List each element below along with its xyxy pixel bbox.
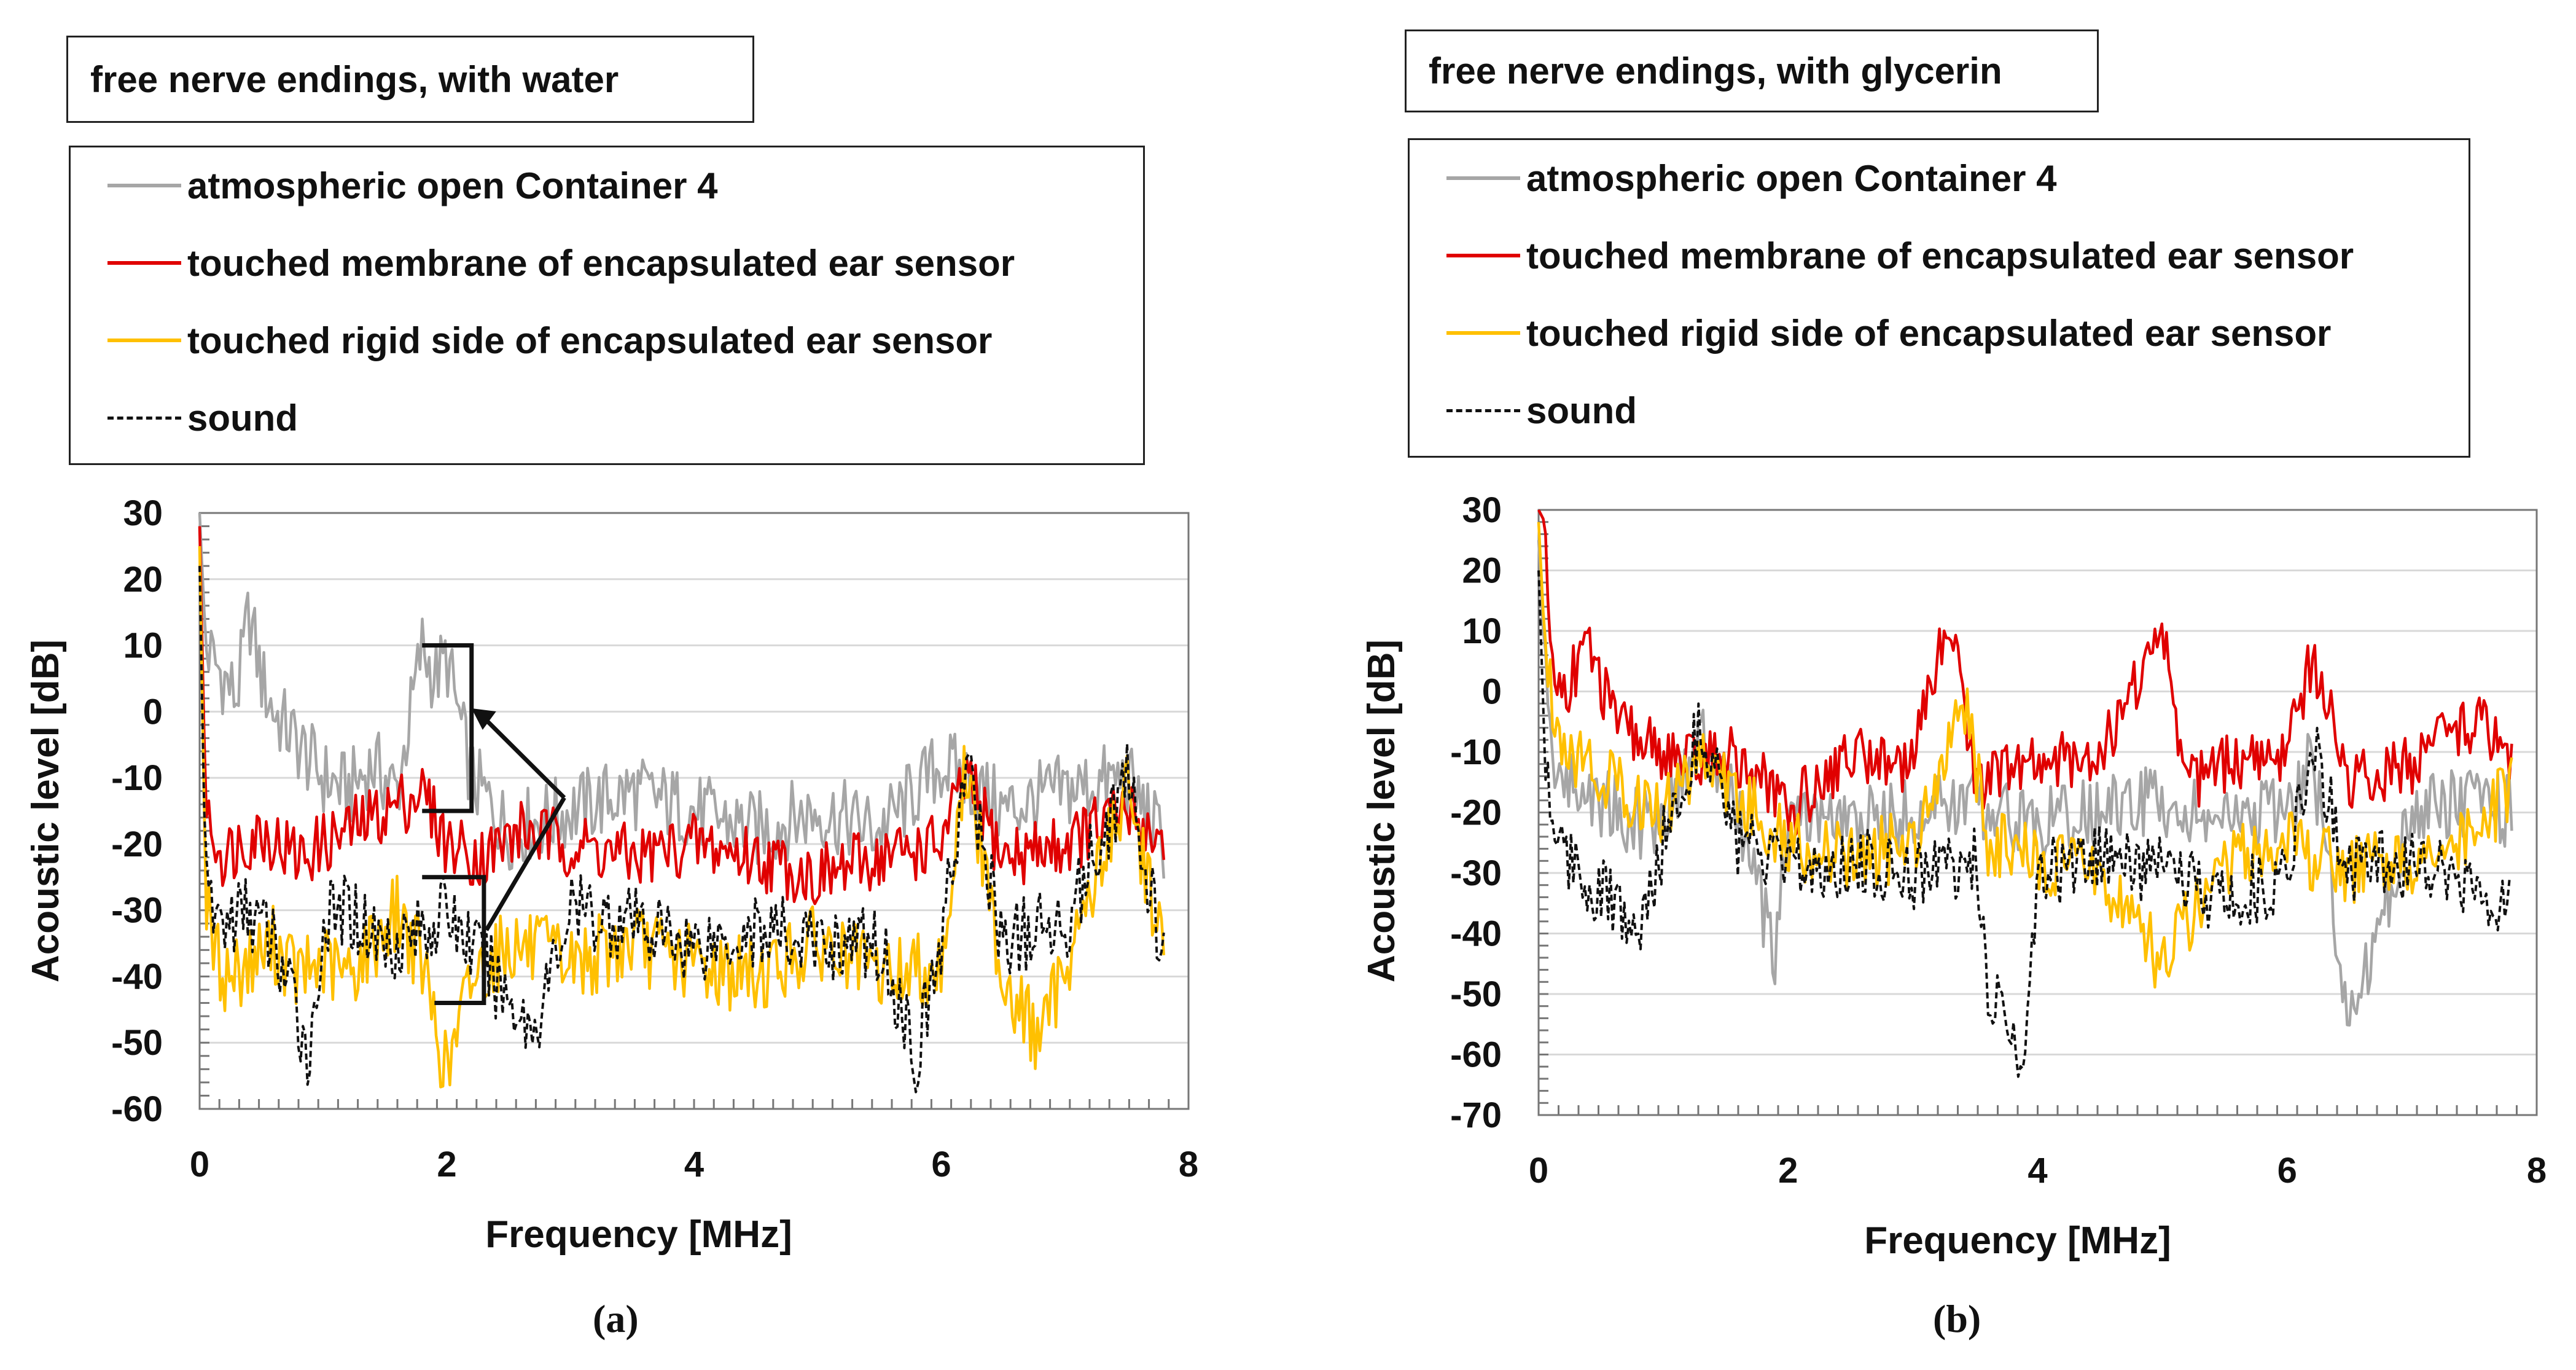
y-tick-label-b-10: 30 — [1462, 490, 1502, 530]
y-tick-label-a-0: -60 — [111, 1089, 163, 1129]
y-tick-label-b-8: 10 — [1462, 611, 1502, 651]
series-line-a-3 — [198, 566, 1165, 1094]
bracket-upper-a — [422, 643, 474, 813]
series-line-a-0 — [198, 512, 1166, 879]
legend-item-b-0: atmospheric open Container 4 — [1446, 154, 2057, 203]
legend-label-b-0: atmospheric open Container 4 — [1526, 157, 2057, 199]
x-tick-label-a-4: 8 — [1179, 1145, 1198, 1184]
y-tick-label-a-5: -10 — [111, 758, 163, 798]
y-axis-title-b: Acoustic level [dB] — [1360, 640, 1403, 982]
y-tick-label-b-4: -30 — [1450, 853, 1502, 893]
chart-a: 0 2 4 6 8 -60 -50 -40 -30 -20 -10 0 10 20 30 Frequency … — [25, 493, 1198, 1256]
panel-b: free nerve endings, with glycerin atmosp… — [1288, 0, 2576, 1370]
y-tick-label-b-1: -60 — [1450, 1035, 1502, 1075]
legend-b: atmospheric open Container 4 touched mem… — [1408, 138, 2470, 458]
caption-a: (a) — [593, 1296, 639, 1342]
x-axis-title-a: Frequency [MHz] — [485, 1213, 792, 1256]
y-tick-label-b-2: -50 — [1450, 974, 1502, 1014]
chart-b: 0 2 4 6 8 -70 -60 -50 -40 -30 -20 -10 0 10 20 30 Frequen… — [1360, 490, 2547, 1262]
y-tick-label-b-7: 0 — [1482, 672, 1502, 712]
series-line-b-0 — [1537, 540, 2513, 1027]
legend-a: atmospheric open Container 4 touched mem… — [69, 146, 1145, 465]
legend-swatch-a-2 — [107, 339, 181, 342]
panel-a: free nerve endings, with water atmospher… — [66, 36, 1145, 1342]
legend-item-a-0: atmospheric open Container 4 — [107, 161, 718, 210]
legend-swatch-b-2 — [1446, 331, 1520, 335]
legend-item-a-1: touched membrane of encapsulated ear sen… — [107, 238, 1015, 288]
x-tick-label-a-2: 4 — [684, 1145, 704, 1184]
x-tick-label-b-3: 6 — [2277, 1151, 2297, 1191]
series-line-b-1 — [1537, 509, 2513, 836]
legend-item-b-2: touched rigid side of encapsulated ear s… — [1446, 308, 2331, 358]
x-tick-label-b-2: 4 — [2028, 1151, 2047, 1191]
x-tick-label-a-3: 6 — [931, 1145, 951, 1184]
y-axis-title-a: Acoustic level [dB] — [25, 640, 67, 982]
x-tick-label-a-0: 0 — [190, 1145, 209, 1184]
x-tick-label-a-1: 2 — [437, 1145, 456, 1184]
x-tick-label-b-4: 8 — [2527, 1151, 2547, 1191]
legend-item-b-1: touched membrane of encapsulated ear sen… — [1446, 231, 2354, 280]
legend-label-b-3: sound — [1526, 389, 1637, 431]
title-box-a: free nerve endings, with water — [66, 36, 754, 123]
legend-item-b-3: sound — [1446, 386, 1637, 435]
legend-swatch-a-3 — [107, 416, 181, 420]
legend-label-a-0: atmospheric open Container 4 — [187, 165, 718, 206]
y-tick-label-a-1: -50 — [111, 1023, 163, 1063]
chart-title-b: free nerve endings, with glycerin — [1429, 50, 2002, 92]
y-tick-label-a-7: 10 — [123, 626, 163, 666]
title-box-b: free nerve endings, with glycerin — [1405, 29, 2099, 112]
y-tick-label-a-2: -40 — [111, 957, 163, 996]
x-tick-label-b-0: 0 — [1529, 1151, 1548, 1191]
y-tick-label-a-8: 20 — [123, 560, 163, 600]
x-axis-title-b: Frequency [MHz] — [1864, 1219, 2171, 1262]
legend-item-a-2: touched rigid side of encapsulated ear s… — [107, 316, 992, 365]
arrowhead-upper-a — [471, 708, 496, 730]
legend-label-a-1: touched membrane of encapsulated ear sen… — [187, 242, 1015, 284]
annotation-brackets-a — [422, 643, 566, 1006]
y-tick-label-a-9: 30 — [123, 493, 163, 533]
caption-b: (b) — [1933, 1296, 1981, 1342]
chart-title-a: free nerve endings, with water — [90, 58, 619, 100]
x-tick-label-b-1: 2 — [1778, 1151, 1798, 1191]
arrow-line-upper-a — [476, 710, 566, 799]
y-tick-label-b-9: 20 — [1462, 551, 1502, 591]
legend-label-b-1: touched membrane of encapsulated ear sen… — [1526, 235, 2354, 276]
legend-swatch-b-1 — [1446, 254, 1520, 257]
y-tick-label-b-5: -20 — [1450, 793, 1502, 833]
y-tick-label-a-6: 0 — [143, 692, 163, 732]
series-line-b-3 — [1537, 570, 2512, 1078]
y-tick-label-b-6: -10 — [1450, 732, 1502, 772]
legend-label-a-2: touched rigid side of encapsulated ear s… — [187, 319, 993, 361]
y-tick-label-b-0: -70 — [1450, 1095, 1502, 1135]
arrow-line-lower-a — [484, 796, 566, 931]
legend-swatch-a-1 — [107, 261, 181, 265]
series-line-a-2 — [198, 546, 1166, 1089]
y-tick-label-a-3: -30 — [111, 891, 163, 931]
legend-item-a-3: sound — [107, 393, 298, 442]
legend-swatch-b-0 — [1446, 176, 1520, 180]
legend-swatch-b-3 — [1446, 409, 1520, 412]
legend-label-b-2: touched rigid side of encapsulated ear s… — [1526, 312, 2332, 354]
series-line-a-1 — [198, 526, 1166, 906]
y-tick-label-a-4: -20 — [111, 824, 163, 864]
caption-text-a: (a) — [593, 1297, 639, 1341]
bracket-lower-a — [422, 875, 486, 1006]
legend-swatch-a-0 — [107, 184, 181, 187]
legend-label-a-3: sound — [187, 397, 298, 439]
caption-text-b: (b) — [1933, 1297, 1981, 1341]
y-tick-label-b-3: -40 — [1450, 914, 1502, 954]
